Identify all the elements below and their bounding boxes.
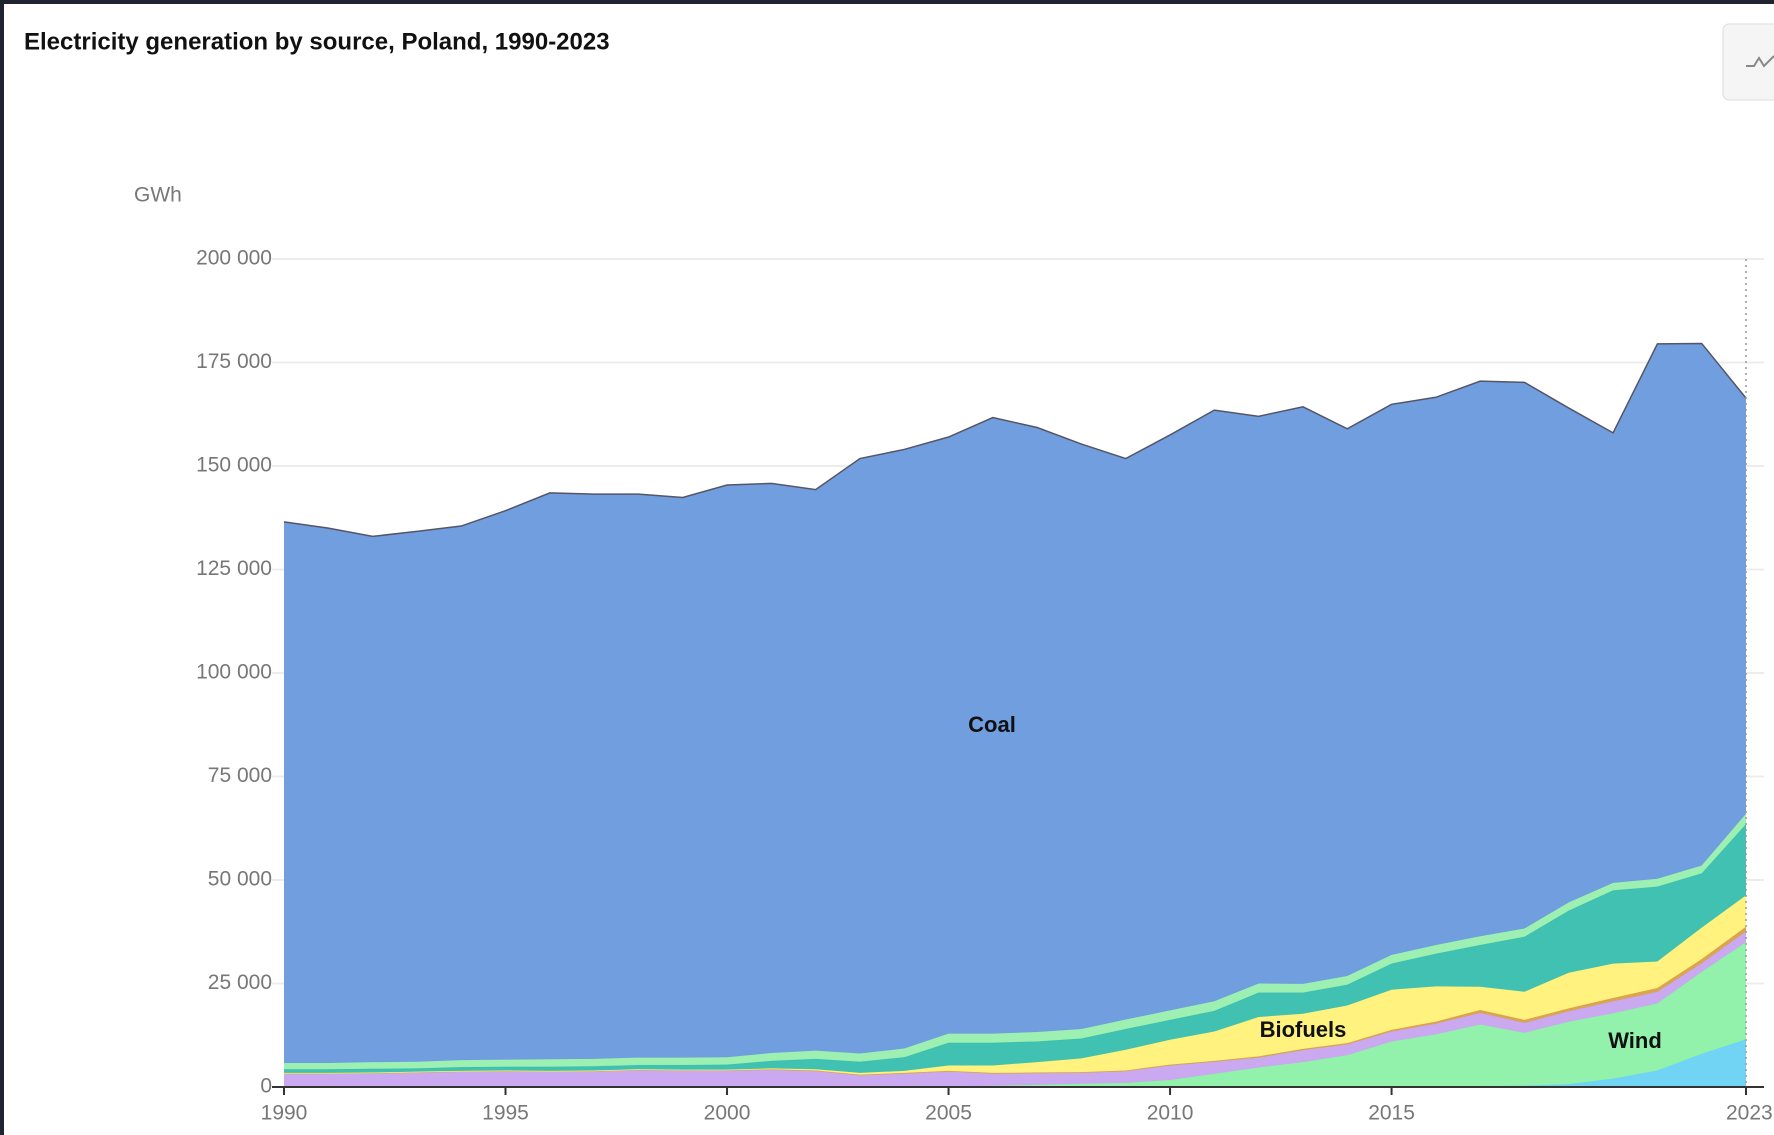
area-edge xyxy=(283,342,1747,538)
x-tick-label: 2005 xyxy=(925,1102,972,1125)
x-tick-label: 2023 xyxy=(1726,1102,1773,1125)
series-label: Coal xyxy=(968,712,1016,737)
series-label: Biofuels xyxy=(1260,1017,1347,1042)
x-tick-label: 2010 xyxy=(1147,1102,1194,1125)
chart-type-button[interactable] xyxy=(1722,23,1774,101)
y-tick-label: 100 000 xyxy=(196,661,272,684)
x-tick-label: 1990 xyxy=(261,1102,308,1125)
area xyxy=(284,942,1746,1087)
y-tick-label: 125 000 xyxy=(196,557,272,580)
y-tick-label: 150 000 xyxy=(196,454,272,477)
x-tick-label: 2000 xyxy=(704,1102,751,1125)
area xyxy=(284,343,1746,1063)
y-axis-label: GWh xyxy=(134,184,182,207)
y-tick-label: 0 xyxy=(260,1075,272,1098)
y-tick-label: 25 000 xyxy=(208,971,272,994)
series-label: Wind xyxy=(1608,1028,1662,1053)
button-icon xyxy=(1746,55,1774,68)
area xyxy=(284,895,1746,1075)
axes: 0 25 000 50 000 75 000 100 000 125 000 150 000… xyxy=(196,247,1773,1125)
y-tick-label: 50 000 xyxy=(208,868,272,891)
x-tick-label: 2015 xyxy=(1368,1102,1415,1125)
chart-title: Electricity generation by source, Poland… xyxy=(24,28,610,55)
y-tick-label: 200 000 xyxy=(196,247,272,270)
y-tick-label: 75 000 xyxy=(208,764,272,787)
y-tick-label: 175 000 xyxy=(196,350,272,373)
x-tick-label: 1995 xyxy=(482,1102,529,1125)
area xyxy=(284,1039,1746,1087)
